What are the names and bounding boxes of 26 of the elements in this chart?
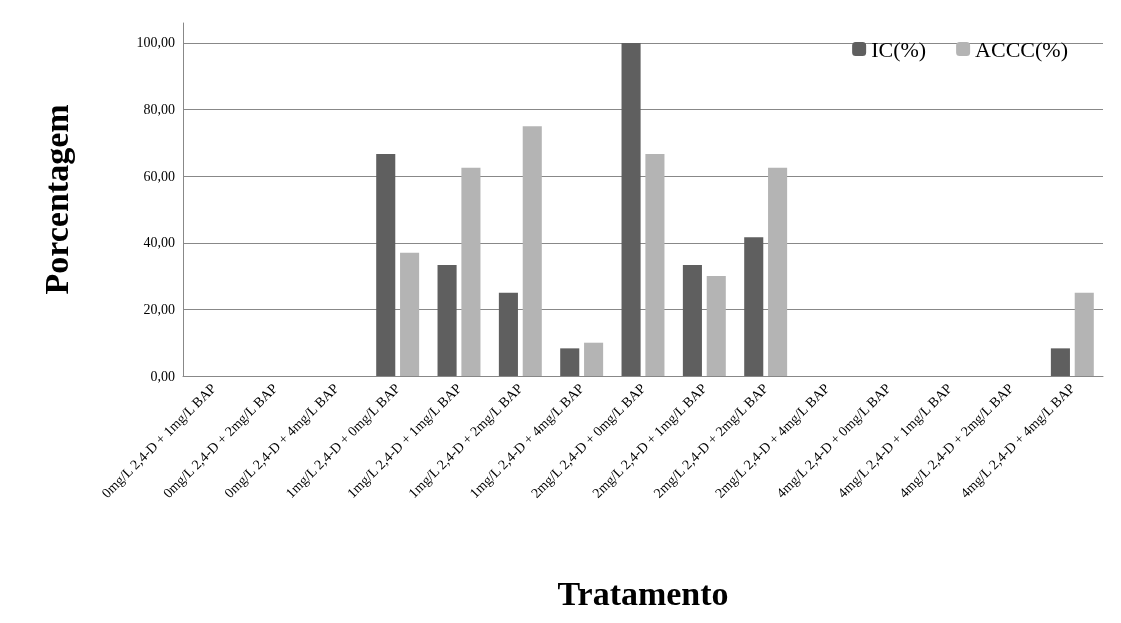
bar xyxy=(645,153,665,376)
y-tick-label: 80,00 xyxy=(143,102,175,118)
y-tick-label: 60,00 xyxy=(143,168,175,184)
bar xyxy=(682,265,702,376)
bar xyxy=(584,342,604,376)
y-tick-label: 100,00 xyxy=(136,35,175,51)
bar xyxy=(744,237,764,376)
bar xyxy=(768,167,788,376)
bar xyxy=(621,42,641,376)
bar xyxy=(376,153,396,376)
bar xyxy=(1050,348,1070,376)
y-tick-label: 0,00 xyxy=(150,368,175,384)
bar xyxy=(498,292,518,376)
bar xyxy=(461,167,481,376)
bar xyxy=(522,126,542,376)
legend-label: IC(%) xyxy=(871,36,927,62)
bar xyxy=(400,252,420,376)
bar xyxy=(560,348,580,376)
bar xyxy=(1074,292,1094,376)
y-tick-label: 40,00 xyxy=(143,235,175,251)
bar xyxy=(706,276,726,376)
y-axis-title: Porcentagem xyxy=(37,104,75,295)
x-axis-title: Tratamento xyxy=(557,574,729,612)
y-tick-label: 20,00 xyxy=(143,301,175,317)
bar xyxy=(437,265,457,376)
legend-label: ACCC(%) xyxy=(975,36,1068,62)
